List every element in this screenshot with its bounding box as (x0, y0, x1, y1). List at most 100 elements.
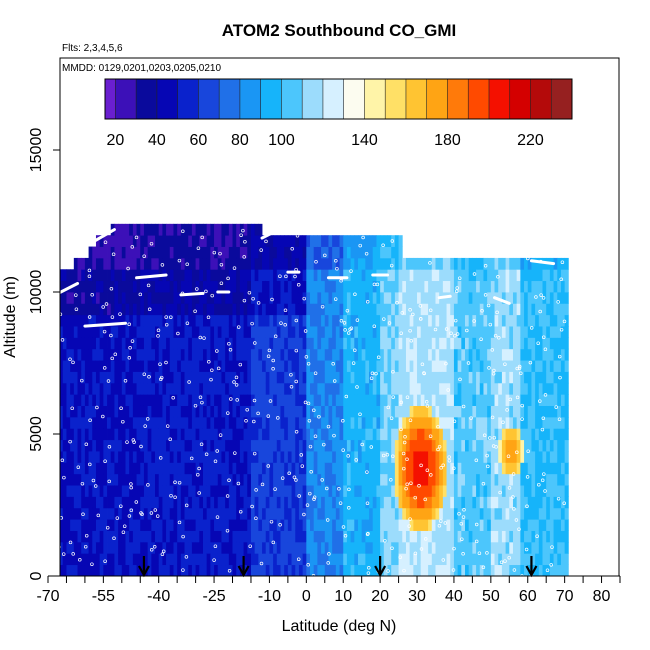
heat-cell (221, 439, 226, 452)
heat-cell (431, 416, 436, 429)
heat-cell (206, 314, 211, 327)
heat-cell (490, 348, 495, 361)
heat-cell (162, 439, 167, 452)
heat-cell (391, 394, 396, 406)
sample-point (389, 416, 394, 420)
heat-cell (239, 235, 244, 247)
heat-cell (417, 348, 422, 361)
heat-cell (195, 394, 200, 406)
heat-cell (398, 371, 403, 384)
heat-cell (494, 405, 499, 418)
heat-cell (136, 530, 141, 543)
heat-cell (549, 462, 554, 475)
heat-cell (527, 280, 532, 293)
heat-cell (77, 439, 82, 452)
heat-cell (387, 439, 392, 452)
heat-cell (535, 303, 540, 316)
heat-cell (214, 485, 219, 497)
heat-cell (143, 462, 149, 475)
heat-cell (391, 246, 396, 259)
colorbar-segment (177, 79, 199, 119)
heat-cell (125, 292, 130, 304)
heat-cell (118, 337, 123, 350)
heat-cell (479, 485, 484, 497)
heat-cell (439, 564, 444, 576)
heat-cell (151, 519, 156, 531)
heat-cell (306, 564, 311, 576)
heat-cell (402, 462, 407, 475)
heat-cell (546, 382, 551, 395)
heat-cell (125, 541, 130, 554)
heat-cell (55, 440, 59, 452)
heat-cell (121, 314, 126, 327)
heat-cell (239, 405, 244, 418)
sample-point (110, 356, 114, 361)
heat-cell (88, 246, 93, 259)
heat-cell (369, 564, 374, 576)
heat-cell (509, 405, 514, 418)
heat-cell (306, 451, 311, 463)
heat-cell (420, 360, 425, 372)
heat-cell (151, 485, 156, 497)
heat-cell (435, 326, 440, 338)
heat-cell (232, 541, 237, 554)
heat-cell (398, 541, 403, 554)
heat-cell (520, 303, 525, 316)
heat-cell (343, 428, 348, 441)
heat-cell (243, 348, 248, 361)
heat-cell (457, 303, 462, 316)
heat-cell (273, 507, 278, 520)
heat-cell (405, 553, 411, 566)
heat-cell (180, 257, 185, 270)
heat-cell (409, 473, 414, 486)
heat-cell (136, 507, 141, 520)
heat-cell (232, 303, 237, 316)
heat-cell (328, 394, 333, 406)
heat-cell (177, 257, 182, 270)
heat-cell (468, 564, 473, 576)
heat-cell (302, 462, 307, 475)
heat-cell (73, 485, 78, 497)
heat-cell (136, 519, 141, 531)
heat-cell (95, 405, 101, 418)
heat-cell (343, 507, 348, 520)
heat-cell (354, 473, 359, 486)
sample-point (252, 419, 256, 424)
heat-cell (424, 257, 429, 270)
heat-cell (369, 519, 374, 531)
heat-cell (276, 564, 281, 576)
heat-cell (546, 303, 551, 316)
heat-cell (228, 360, 233, 372)
heat-cell (114, 530, 119, 543)
heat-cell (531, 314, 536, 327)
heat-cell (214, 246, 219, 259)
heat-cell (169, 246, 174, 259)
heat-cell (195, 269, 200, 282)
heat-cell (92, 564, 97, 576)
heat-cell (498, 314, 503, 327)
heat-cell (516, 257, 521, 270)
sample-point (90, 562, 94, 566)
heat-cell (158, 485, 163, 497)
heat-cell (280, 360, 285, 372)
sample-point (528, 360, 533, 365)
sample-point (465, 328, 469, 333)
heat-cell (202, 337, 208, 350)
sample-point (289, 372, 293, 377)
heat-cell (413, 269, 418, 282)
sample-point (401, 451, 406, 456)
heat-cell (221, 507, 226, 520)
heat-cell (446, 530, 451, 543)
sample-point (358, 243, 362, 248)
heat-cell (66, 519, 71, 531)
heat-cell (191, 451, 197, 463)
heat-cell (387, 530, 392, 543)
heat-cell (214, 337, 219, 350)
heat-cell (498, 371, 503, 384)
heat-cell (335, 405, 340, 418)
heat-cell (361, 530, 366, 543)
heat-cell (369, 235, 374, 247)
sample-point (441, 463, 445, 468)
heat-cell (487, 485, 492, 497)
heat-cell (328, 428, 333, 441)
